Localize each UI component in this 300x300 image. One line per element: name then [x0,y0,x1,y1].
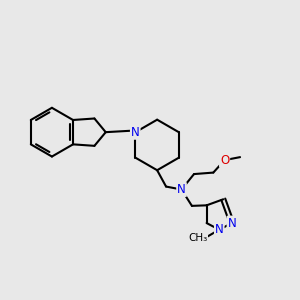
Text: N: N [215,223,224,236]
Text: CH₃: CH₃ [188,233,207,243]
Text: O: O [220,154,229,166]
Text: N: N [177,183,186,196]
Text: N: N [131,126,140,139]
Text: N: N [227,217,236,230]
